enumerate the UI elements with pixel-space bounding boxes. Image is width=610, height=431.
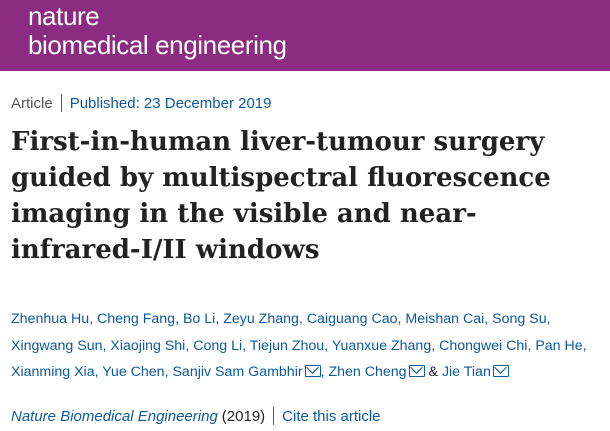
journal-logo[interactable]: nature biomedical engineering xyxy=(28,2,287,60)
article-type: Article xyxy=(11,94,53,112)
citation-year: (2019) xyxy=(221,407,266,425)
author-link[interactable]: Xianming Xia xyxy=(11,364,95,380)
author-ampersand: & xyxy=(428,364,438,380)
meta-divider xyxy=(60,94,62,112)
author-link[interactable]: Yue Chen xyxy=(102,364,165,380)
author-link[interactable]: Zhenhua Hu xyxy=(11,311,90,327)
author-list: Zhenhua Hu, Cheng Fang, Bo Li, Zeyu Zhan… xyxy=(11,311,587,380)
author-link[interactable]: Cong Li xyxy=(193,337,243,354)
author-link[interactable]: Xingwang Sun xyxy=(11,337,103,354)
author-link[interactable]: Bo Li xyxy=(182,311,216,327)
email-icon[interactable] xyxy=(408,365,425,378)
logo-line-2: biomedical engineering xyxy=(28,30,287,60)
citation-row: Nature Biomedical Engineering (2019) Cit… xyxy=(11,407,381,425)
citation-divider xyxy=(273,407,275,425)
cite-this-article-link[interactable]: Cite this article xyxy=(282,407,381,425)
published-date: Published: 23 December 2019 xyxy=(69,94,272,112)
email-icon[interactable] xyxy=(492,365,509,378)
logo-line-1: nature xyxy=(28,1,100,31)
author-link[interactable]: Tiejun Zhou xyxy=(249,337,325,354)
author-link[interactable]: Meishan Cai xyxy=(405,311,485,327)
journal-header: nature biomedical engineering xyxy=(0,0,610,71)
journal-citation-link[interactable]: Nature Biomedical Engineering xyxy=(11,407,218,425)
author-link[interactable]: Cheng Fang xyxy=(96,311,176,327)
email-icon[interactable] xyxy=(304,365,321,378)
author-link[interactable]: Sanjiv Sam Gambhir xyxy=(172,364,303,380)
author-link[interactable]: Pan He xyxy=(535,337,583,354)
author-link[interactable]: Caiguang Cao xyxy=(306,311,398,327)
author-link[interactable]: Xiaojing Shi xyxy=(110,337,186,354)
author-link[interactable]: Jie Tian xyxy=(441,364,491,380)
author-link[interactable]: Song Su xyxy=(492,311,547,327)
author-link[interactable]: Zhen Cheng xyxy=(328,364,407,380)
author-link[interactable]: Zeyu Zhang xyxy=(223,311,299,327)
article-meta: Article Published: 23 December 2019 xyxy=(11,94,271,112)
article-title: First-in-human liver-tumour surgery guid… xyxy=(11,127,551,265)
author-link[interactable]: Chongwei Chi xyxy=(439,337,528,354)
author-link[interactable]: Yuanxue Zhang xyxy=(331,337,432,354)
